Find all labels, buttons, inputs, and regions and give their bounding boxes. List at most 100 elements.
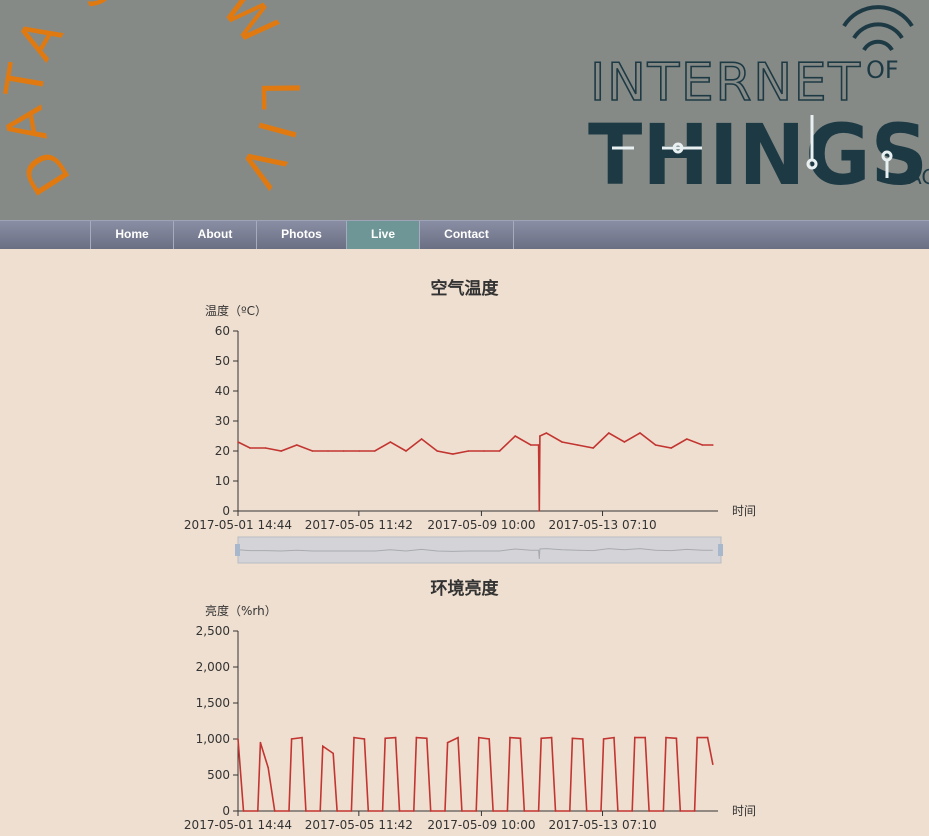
nav-home[interactable]: Home	[90, 221, 173, 249]
datazoom-right-handle[interactable]	[718, 544, 723, 556]
data-point	[301, 736, 303, 739]
data-point	[665, 736, 667, 739]
data-point	[509, 736, 511, 739]
data-point	[446, 741, 449, 744]
data-point	[554, 810, 557, 812]
data-point	[363, 738, 366, 740]
data-point	[670, 447, 673, 449]
data-point	[436, 450, 439, 452]
x-tick-label: 2017-05-09 10:00	[427, 818, 535, 832]
data-point	[353, 736, 355, 739]
data-point	[701, 444, 704, 446]
data-point	[475, 810, 478, 812]
nav-photos[interactable]: Photos	[256, 221, 346, 249]
data-point	[426, 737, 428, 740]
data-point	[237, 738, 239, 740]
x-tick-label: 2017-05-13 07:10	[548, 818, 656, 832]
data-point	[696, 736, 699, 739]
data-point	[249, 447, 251, 449]
logo-of-text: OF	[866, 56, 899, 84]
data-point	[367, 810, 370, 812]
data-point	[613, 736, 615, 739]
data-point	[358, 450, 361, 452]
data-point	[242, 810, 245, 812]
data-point	[506, 810, 509, 812]
data-point	[467, 450, 470, 452]
data-point	[592, 447, 595, 449]
temperature-chart-title: 空气温度	[430, 279, 499, 299]
data-point	[569, 810, 571, 812]
x-axis-label: 时间	[732, 804, 756, 818]
y-tick-label: 60	[215, 324, 230, 338]
data-point	[452, 453, 454, 455]
data-point	[342, 450, 345, 452]
y-tick-label: 30	[215, 414, 230, 428]
logo-internet-text: INTERNET	[590, 53, 860, 113]
nav-live[interactable]: Live	[346, 221, 419, 249]
data-point	[327, 450, 329, 452]
nav-about[interactable]: About	[173, 221, 256, 249]
y-tick-label: 500	[207, 768, 230, 782]
data-point	[288, 810, 290, 812]
x-axis-label: 时间	[732, 504, 756, 518]
x-tick-label: 2017-05-13 07:10	[548, 518, 656, 532]
data-point	[662, 810, 665, 812]
main-nav: Home About Photos Live Contact	[0, 220, 929, 249]
data-point	[600, 810, 602, 812]
data-point	[305, 810, 307, 812]
data-point	[457, 736, 459, 739]
data-point	[686, 438, 688, 440]
data-point	[478, 736, 480, 739]
data-point	[639, 432, 641, 434]
data-point	[585, 810, 588, 812]
data-point	[488, 738, 491, 740]
data-point	[602, 738, 605, 740]
y-tick-label: 0	[222, 804, 230, 818]
datazoom-slider[interactable]	[237, 536, 722, 564]
data-point	[398, 810, 401, 812]
data-point	[675, 737, 678, 740]
data-point	[654, 444, 657, 446]
data-point	[381, 810, 384, 812]
data-point	[648, 810, 650, 812]
data-point	[273, 810, 276, 812]
data-point	[384, 737, 387, 740]
y-tick-label: 2,500	[196, 624, 230, 638]
x-tick-label: 2017-05-09 10:00	[427, 518, 535, 532]
data-point	[538, 510, 541, 512]
data-point	[608, 432, 610, 434]
datazoom-left-handle[interactable]	[235, 544, 240, 556]
y-tick-label: 20	[215, 444, 230, 458]
wifi-icon	[842, 5, 914, 52]
data-point	[679, 810, 682, 812]
data-point	[237, 441, 239, 443]
logo-cut-text: AC	[908, 165, 929, 189]
data-point	[290, 738, 293, 740]
data-point	[561, 441, 563, 443]
nav-contact[interactable]: Contact	[419, 221, 514, 249]
data-point	[537, 810, 540, 812]
data-point	[712, 763, 714, 765]
data-point	[514, 435, 517, 437]
data-point	[523, 810, 526, 812]
brightness-chart: 亮度（%rh） 0 500 1,000 1,500 2,000 2,500 2017-05-0…	[184, 603, 756, 832]
data-point	[264, 447, 267, 449]
data-point	[429, 810, 432, 812]
data-point	[311, 450, 314, 452]
series-line	[237, 736, 714, 812]
data-point	[267, 767, 270, 769]
temperature-chart: 温度（ºC） 0 10 20 30 40 50 60 2017-05-01 14:44 2017-…	[184, 303, 756, 564]
data-point	[413, 810, 415, 812]
data-point	[350, 810, 353, 812]
data-point	[576, 444, 579, 446]
data-point	[394, 736, 397, 739]
data-point	[259, 741, 262, 744]
data-point	[444, 810, 446, 812]
x-tick-label: 2017-05-05 11:42	[305, 518, 413, 532]
y-tick-label: 2,000	[196, 660, 230, 674]
data-point	[280, 450, 283, 452]
y-tick-label: 1,000	[196, 732, 230, 746]
y-axis-label: 亮度（%rh）	[205, 603, 277, 618]
data-point	[483, 450, 485, 452]
data-point	[415, 736, 418, 739]
